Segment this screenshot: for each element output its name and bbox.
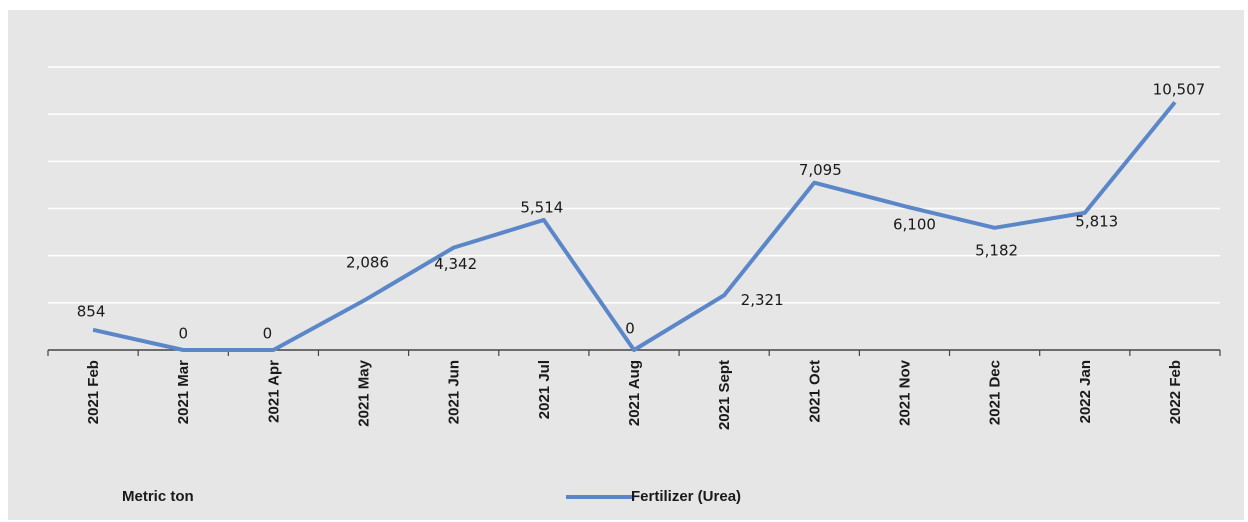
x-tick-labels: 2021 Feb 2021 Mar 2021 Apr 2021 May 2021 Jun…: [85, 359, 1184, 430]
x-tick-label: 2021 Dec: [987, 360, 1004, 425]
y-unit-label: Metric ton: [122, 488, 194, 505]
x-tick-label: 2022 Feb: [1167, 360, 1184, 424]
x-tick-label: 2021 Jul: [536, 360, 553, 419]
x-tick-label: 2021 Feb: [85, 360, 102, 424]
data-label: 4,342: [434, 255, 477, 273]
x-tick-label: 2021 Mar: [175, 360, 192, 424]
x-tick-label: 2021 Nov: [896, 359, 913, 426]
data-label: 2,321: [741, 291, 784, 309]
data-label: 5,182: [975, 241, 1018, 259]
series-line-layer: [92, 100, 1177, 352]
data-label: 10,507: [1153, 81, 1206, 99]
x-tick-label: 2022 Jan: [1077, 360, 1094, 423]
gridlines: [48, 66, 1220, 304]
chart-panel: [8, 10, 1244, 520]
data-label: 6,100: [893, 216, 936, 234]
data-label: 7,095: [799, 161, 842, 179]
x-tick-label: 2021 Jun: [446, 360, 463, 424]
series-line-fertilizer-urea: [92, 100, 1177, 352]
data-label: 5,813: [1075, 212, 1118, 230]
data-label: 2,086: [346, 253, 389, 271]
x-tick-label: 2021 Oct: [806, 360, 823, 423]
x-tick-label: 2021 May: [356, 359, 373, 426]
legend-swatch: [566, 495, 632, 499]
data-label: 0: [263, 325, 273, 343]
data-label: 0: [625, 320, 635, 338]
x-tick-label: 2021 Sept: [716, 360, 733, 430]
data-label: 854: [77, 302, 106, 320]
data-labels: 854 0 0 2,086 4,342 5,514 0 2,321 7,095 6,100 5,18…: [77, 81, 1205, 343]
legend-label: Fertilizer (Urea): [631, 488, 742, 505]
data-label: 5,514: [520, 198, 563, 216]
x-tick-label: 2021 Aug: [626, 360, 643, 426]
data-label: 0: [178, 325, 188, 343]
x-tick-label: 2021 Apr: [265, 360, 282, 423]
